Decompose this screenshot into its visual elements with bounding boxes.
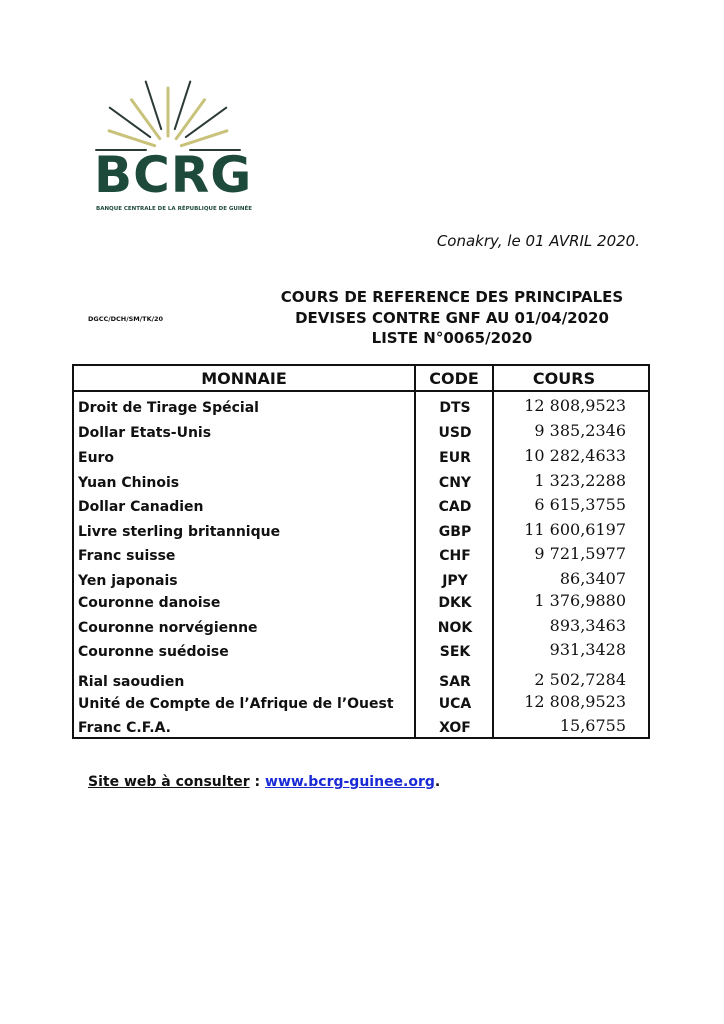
currency-rate: 15,6755 <box>559 716 626 735</box>
currency-rate: 86,3407 <box>559 569 626 588</box>
table-row: Yuan Chinois CNY 1 323,2288 <box>74 471 648 497</box>
currency-rate: 6 615,3755 <box>534 495 626 514</box>
logo-subtitle: BANQUE CENTRALE DE LA RÉPUBLIQUE DE GUIN… <box>96 206 253 212</box>
currency-name: Dollar Canadien <box>78 499 204 515</box>
reference-code: DGCC/DCH/SM/TK/20 <box>88 315 164 323</box>
currency-rate: 9 385,2346 <box>534 421 626 440</box>
currency-rate: 2 502,7284 <box>534 670 626 689</box>
currency-rate: 10 282,4633 <box>524 446 626 465</box>
logo-ray <box>173 80 192 131</box>
currency-code: JPY <box>442 573 468 589</box>
currency-name: Livre sterling britannique <box>78 524 281 540</box>
currency-code: SEK <box>439 644 471 660</box>
column-divider <box>414 366 416 737</box>
table-row: Livre sterling britannique GBP 11 600,6197 <box>74 520 648 546</box>
logo-ray <box>130 98 162 141</box>
currency-rate: 11 600,6197 <box>524 520 626 539</box>
currency-name: Franc C.F.A. <box>78 720 171 736</box>
currency-name: Yuan Chinois <box>78 475 180 491</box>
bcrg-logo-rays <box>95 80 241 151</box>
footer-label: Site web à consulter <box>88 774 250 790</box>
logo-ray <box>179 129 229 148</box>
currency-code: CNY <box>438 475 472 491</box>
currency-code: SAR <box>439 674 471 690</box>
currency-rate: 893,3463 <box>549 616 626 635</box>
table-row: Euro EUR 10 282,4633 <box>74 446 648 472</box>
place-date: Conakry, le 01 AVRIL 2020. <box>436 232 640 250</box>
currency-code: XOF <box>439 720 471 736</box>
table-row: Yen japonais JPY 86,3407 <box>74 569 648 595</box>
logo-ray <box>107 129 157 148</box>
currency-code: NOK <box>437 620 473 636</box>
table-row: Unité de Compte de l’Afrique de l’Ouest U… <box>74 692 648 718</box>
currency-code: CHF <box>439 548 471 564</box>
footer-end: . <box>434 774 441 790</box>
table-row: Couronne suédoise SEK 931,3428 <box>74 640 648 666</box>
header-code: CODE <box>429 369 479 388</box>
currency-code: EUR <box>439 450 471 466</box>
currency-rate: 12 808,9523 <box>524 692 626 711</box>
currency-rate: 1 376,9880 <box>534 591 626 610</box>
currency-name: Franc suisse <box>78 548 176 564</box>
table-row: Franc suisse CHF 9 721,5977 <box>74 544 648 570</box>
header-divider <box>74 390 648 392</box>
currency-code: USD <box>438 425 472 441</box>
logo-text: BCRG <box>94 146 253 204</box>
table-row: Couronne norvégienne NOK 893,3463 <box>74 616 648 642</box>
table-row: Rial saoudien SAR 2 502,7284 <box>74 670 648 696</box>
header-rate: COURS <box>532 369 596 388</box>
footer: Site web à consulter : www.bcrg-guinee.o… <box>88 774 440 790</box>
footer-separator: : <box>249 774 266 790</box>
logo-ray <box>108 106 152 139</box>
logo-ray <box>184 106 228 139</box>
currency-rate: 12 808,9523 <box>524 396 626 415</box>
table-row: Dollar Etats-Unis USD 9 385,2346 <box>74 421 648 447</box>
currency-code: UCA <box>438 696 472 712</box>
currency-name: Couronne norvégienne <box>78 620 258 636</box>
website-link[interactable]: www.bcrg-guinee.org <box>265 774 435 790</box>
currency-code: GBP <box>438 524 472 540</box>
currency-name: Couronne danoise <box>78 595 221 611</box>
logo-ray <box>144 80 163 131</box>
title-line-1: COURS DE REFERENCE DES PRINCIPALES <box>280 288 624 306</box>
currency-name: Couronne suédoise <box>78 644 229 660</box>
column-divider <box>492 366 494 737</box>
currency-rate: 9 721,5977 <box>534 544 626 563</box>
title-line-2: DEVISES CONTRE GNF AU 01/04/2020 <box>295 309 609 327</box>
currency-rate: 1 323,2288 <box>534 471 626 490</box>
table-row: Droit de Tirage Spécial DTS 12 808,9523 <box>74 396 648 422</box>
table-row: Couronne danoise DKK 1 376,9880 <box>74 591 648 617</box>
currency-name: Euro <box>78 450 115 466</box>
table-row: Dollar Canadien CAD 6 615,3755 <box>74 495 648 521</box>
currency-code: DTS <box>439 400 471 416</box>
currency-code: DKK <box>438 595 472 611</box>
currency-code: CAD <box>438 499 472 515</box>
logo-ray <box>174 98 206 141</box>
title-line-3: LISTE N°0065/2020 <box>371 329 533 347</box>
currency-rate: 931,3428 <box>549 640 626 659</box>
currency-name: Droit de Tirage Spécial <box>78 400 259 416</box>
currency-name: Dollar Etats-Unis <box>78 425 212 441</box>
currency-name: Yen japonais <box>78 573 178 589</box>
currency-name: Unité de Compte de l’Afrique de l’Ouest <box>78 696 394 712</box>
exchange-rate-table: MONNAIE CODE COURS Droit de Tirage Spéci… <box>72 364 650 739</box>
table-row: Franc C.F.A. XOF 15,6755 <box>74 716 648 742</box>
currency-name: Rial saoudien <box>78 674 185 690</box>
header-currency: MONNAIE <box>201 369 287 388</box>
